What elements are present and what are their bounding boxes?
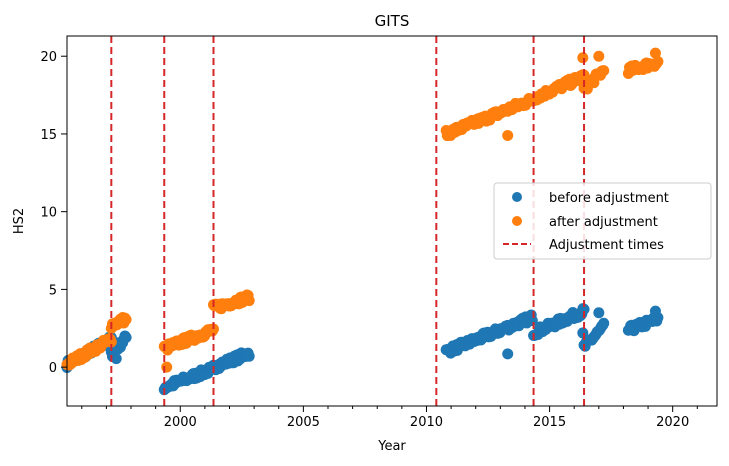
data-point: [502, 348, 514, 360]
data-point: [526, 315, 538, 327]
data-point: [598, 65, 610, 77]
y-tick-label: 15: [40, 128, 57, 143]
y-tick-label: 20: [40, 50, 57, 65]
data-point: [502, 129, 514, 141]
x-tick-label: 2010: [410, 415, 443, 430]
x-tick-label: 2005: [287, 415, 320, 430]
legend-marker-before: [512, 192, 522, 202]
y-axis-label: HS2: [12, 208, 27, 234]
legend-label-adjustment: Adjustment times: [549, 238, 664, 253]
y-axis: 0 5 10 15 20: [40, 50, 67, 376]
legend-marker-after: [512, 216, 522, 226]
data-point: [243, 350, 255, 362]
x-axis: 2000 2005 2010 2015 2020: [81, 406, 698, 430]
legend-label-before: before adjustment: [549, 191, 669, 206]
adjustment-lines: [110, 36, 586, 406]
data-point: [577, 52, 589, 64]
data-point: [649, 305, 661, 317]
x-axis-label: Year: [377, 439, 406, 454]
after-adjustment-series: [61, 47, 664, 373]
legend-label-after: after adjustment: [549, 215, 658, 230]
data-point: [120, 314, 132, 326]
data-point: [598, 317, 610, 329]
data-point: [577, 327, 589, 339]
plot-frame: [66, 35, 718, 407]
data-point: [649, 47, 661, 59]
data-point: [593, 50, 605, 62]
data-point: [593, 307, 605, 319]
legend-box: [493, 182, 712, 260]
x-tick-label: 2020: [656, 415, 689, 430]
y-tick-label: 10: [40, 206, 57, 221]
data-point: [110, 353, 122, 365]
x-tick-label: 2015: [533, 415, 566, 430]
x-tick-label: 2000: [164, 415, 197, 430]
legend: before adjustment after adjustment Adjus…: [493, 182, 712, 260]
chart-title: GITS: [375, 12, 410, 30]
y-tick-label: 5: [49, 283, 57, 298]
data-points: [61, 47, 664, 396]
data-point: [207, 323, 219, 335]
data-point: [578, 303, 590, 315]
y-tick-label: 0: [49, 361, 57, 376]
before-adjustment-series: [61, 303, 664, 396]
data-point: [105, 336, 117, 348]
data-point: [652, 55, 664, 67]
data-point: [120, 331, 132, 343]
data-point: [161, 361, 173, 373]
data-point: [243, 295, 255, 307]
